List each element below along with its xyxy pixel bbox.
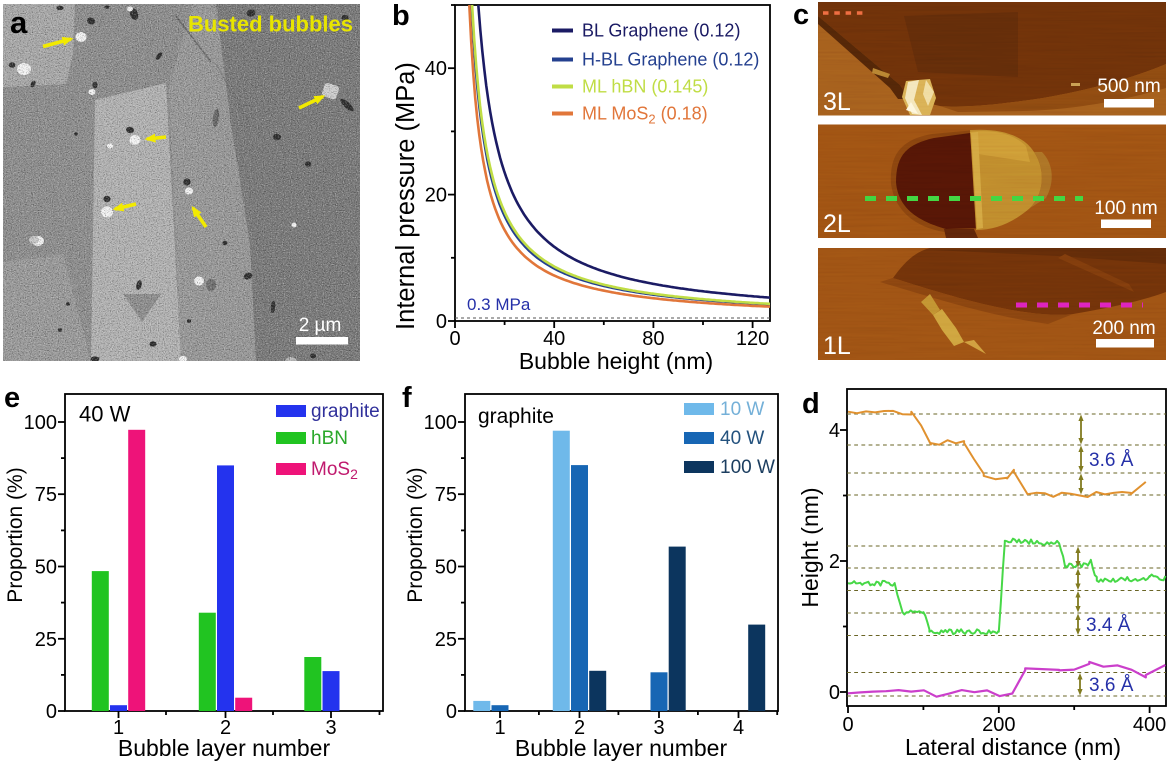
- svg-text:4: 4: [829, 420, 840, 442]
- svg-text:3.4 Å: 3.4 Å: [1086, 615, 1131, 636]
- svg-text:hBN: hBN: [311, 428, 348, 449]
- svg-text:80: 80: [642, 328, 664, 350]
- svg-text:100: 100: [424, 412, 457, 434]
- svg-text:10 W: 10 W: [720, 399, 764, 420]
- svg-text:graphite: graphite: [311, 401, 380, 422]
- svg-text:40 W: 40 W: [720, 428, 764, 449]
- svg-text:Height (nm): Height (nm): [797, 487, 823, 607]
- svg-text:25: 25: [35, 629, 57, 651]
- svg-text:0: 0: [829, 682, 840, 704]
- svg-text:graphite: graphite: [478, 405, 554, 428]
- svg-text:3.6 Å: 3.6 Å: [1089, 675, 1134, 696]
- svg-text:1: 1: [494, 717, 505, 739]
- svg-text:0: 0: [449, 328, 460, 350]
- svg-text:2 µm: 2 µm: [299, 315, 342, 336]
- svg-text:3.6 Å: 3.6 Å: [1089, 450, 1134, 471]
- svg-text:2: 2: [574, 717, 585, 739]
- svg-text:Internal pressure (MPa): Internal pressure (MPa): [392, 62, 420, 330]
- svg-text:50: 50: [35, 557, 57, 579]
- svg-text:75: 75: [435, 484, 457, 506]
- svg-text:3: 3: [325, 717, 336, 739]
- svg-text:Proportion (%): Proportion (%): [4, 467, 27, 602]
- svg-text:0.3 MPa: 0.3 MPa: [467, 295, 531, 314]
- svg-text:Proportion (%): Proportion (%): [404, 467, 427, 602]
- svg-text:100 W: 100 W: [720, 457, 775, 478]
- svg-text:ML MoS2 (0.18): ML MoS2 (0.18): [582, 104, 708, 127]
- svg-text:Bubble layer number: Bubble layer number: [118, 735, 331, 761]
- svg-text:1: 1: [113, 717, 124, 739]
- svg-text:Busted bubbles: Busted bubbles: [188, 12, 353, 37]
- svg-text:20: 20: [425, 185, 447, 207]
- svg-text:75: 75: [35, 484, 57, 506]
- svg-text:400: 400: [1133, 714, 1166, 736]
- svg-text:Bubble height (nm): Bubble height (nm): [519, 348, 713, 374]
- svg-text:100: 100: [24, 412, 57, 434]
- svg-text:Bubble layer number: Bubble layer number: [515, 735, 728, 761]
- svg-text:Lateral distance (nm): Lateral distance (nm): [905, 734, 1121, 760]
- svg-text:3: 3: [653, 717, 664, 739]
- svg-text:25: 25: [435, 629, 457, 651]
- svg-text:0: 0: [446, 701, 457, 723]
- svg-text:120: 120: [736, 328, 769, 350]
- svg-text:ML hBN (0.145): ML hBN (0.145): [582, 77, 708, 97]
- svg-text:40: 40: [543, 328, 565, 350]
- svg-text:0: 0: [842, 714, 853, 736]
- svg-text:2: 2: [220, 717, 231, 739]
- svg-text:2: 2: [829, 551, 840, 573]
- svg-text:H-BL Graphene (0.12): H-BL Graphene (0.12): [582, 50, 759, 70]
- svg-text:4: 4: [733, 717, 744, 739]
- svg-text:a: a: [10, 5, 28, 40]
- svg-text:40: 40: [425, 58, 447, 80]
- svg-text:0: 0: [436, 311, 447, 333]
- svg-text:50: 50: [435, 557, 457, 579]
- svg-text:40 W: 40 W: [79, 402, 131, 427]
- svg-text:0: 0: [46, 701, 57, 723]
- svg-text:200: 200: [982, 714, 1015, 736]
- svg-text:BL Graphene (0.12): BL Graphene (0.12): [582, 21, 740, 41]
- svg-text:MoS2: MoS2: [311, 459, 358, 482]
